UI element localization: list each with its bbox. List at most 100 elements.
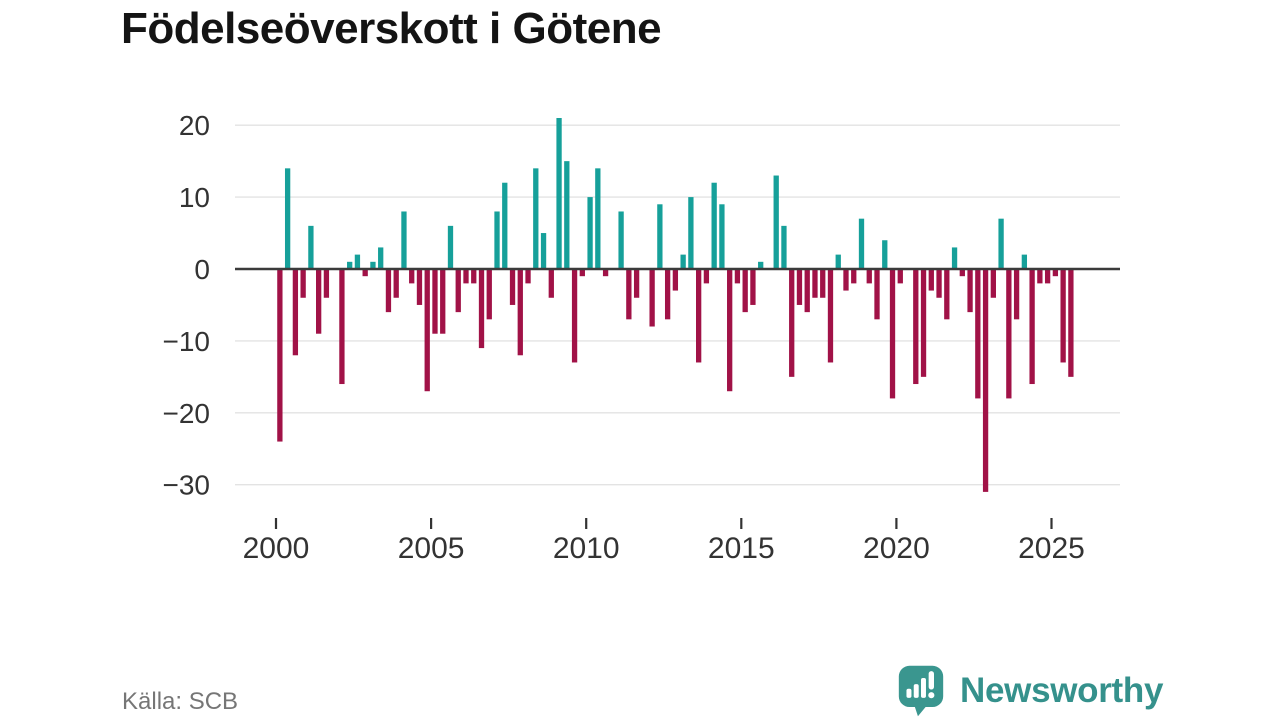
bar-negative	[579, 269, 585, 277]
bar-positive	[378, 247, 384, 269]
bar-negative	[416, 269, 423, 305]
bar-negative	[742, 269, 748, 313]
bar-negative	[393, 269, 399, 298]
bar-negative	[525, 269, 531, 284]
bar-negative	[920, 269, 927, 377]
bar-negative	[827, 269, 834, 363]
x-axis-label: 2015	[708, 532, 775, 565]
bar-negative	[851, 269, 857, 284]
bar-negative	[1006, 269, 1012, 399]
x-axis-label: 2005	[398, 532, 465, 565]
x-axis-label: 2000	[243, 532, 310, 565]
y-axis-label: −20	[163, 398, 211, 429]
bar-negative	[292, 269, 299, 356]
bar-positive	[284, 168, 291, 269]
bar-negative	[626, 269, 632, 320]
x-axis-label: 2020	[863, 532, 930, 565]
bar-positive	[882, 240, 888, 269]
bar-positive	[618, 211, 624, 269]
bar-negative	[750, 269, 756, 305]
bar-negative	[478, 269, 485, 349]
bar-negative	[734, 269, 741, 284]
bar-positive	[533, 168, 539, 269]
bar-negative	[633, 269, 640, 298]
bar-negative	[967, 269, 973, 313]
y-axis-label: −10	[163, 326, 211, 357]
bar-negative	[843, 269, 849, 291]
bar-negative	[424, 269, 430, 392]
bar-positive	[556, 118, 562, 269]
bar-negative	[277, 269, 283, 442]
bar-negative	[789, 269, 795, 377]
bar-negative	[548, 269, 554, 298]
bar-negative	[316, 269, 322, 334]
bar-negative	[1029, 269, 1035, 385]
bar-negative	[874, 269, 880, 320]
bar-positive	[951, 247, 958, 269]
bar-negative	[982, 269, 989, 492]
bar-negative	[362, 269, 368, 277]
bar-positive	[719, 204, 725, 269]
bar-positive	[835, 254, 841, 269]
bar-negative	[1060, 269, 1066, 363]
bar-positive	[401, 211, 407, 269]
bar-positive	[758, 261, 764, 269]
bar-negative	[571, 269, 578, 363]
bar-negative	[959, 269, 965, 277]
bar-negative	[517, 269, 523, 356]
bar-positive	[595, 168, 601, 269]
bar-positive	[688, 197, 694, 269]
bar-negative	[471, 269, 477, 284]
bar-negative	[975, 269, 981, 399]
bar-negative	[727, 269, 733, 392]
bar-positive	[540, 233, 547, 269]
bar-negative	[703, 269, 710, 284]
bar-negative	[990, 269, 996, 298]
bar-positive	[502, 182, 508, 269]
bar-negative	[1044, 269, 1051, 284]
bar-negative	[509, 269, 516, 305]
y-axis-label: 20	[179, 110, 210, 141]
bar-positive	[354, 254, 361, 269]
bar-negative	[1068, 269, 1074, 377]
bar-negative	[866, 269, 872, 284]
bar-positive	[587, 197, 593, 269]
bar-positive	[308, 225, 314, 269]
y-axis-label: 10	[179, 182, 210, 213]
bar-negative	[339, 269, 345, 385]
bar-negative	[486, 269, 492, 320]
bar-negative	[696, 269, 702, 363]
bar-negative	[796, 269, 803, 305]
bar-negative	[897, 269, 903, 284]
bar-negative	[936, 269, 942, 298]
x-axis-label: 2025	[1018, 532, 1085, 565]
bar-negative	[602, 269, 609, 277]
bar-negative	[664, 269, 671, 320]
bar-positive	[711, 182, 717, 269]
bar-positive	[1021, 254, 1028, 269]
bar-negative	[944, 269, 950, 320]
bar-negative	[1037, 269, 1043, 284]
bar-negative	[463, 269, 469, 284]
bar-positive	[781, 225, 787, 269]
bar-positive	[370, 261, 376, 269]
page-title: Födelseöverskott i Götene	[121, 4, 662, 53]
newsworthy-logo-text: Newsworthy	[960, 671, 1164, 710]
bar-negative	[913, 269, 919, 385]
bar-negative	[812, 269, 818, 298]
bar-negative	[409, 269, 415, 284]
bar-negative	[323, 269, 330, 298]
bar-positive	[680, 254, 686, 269]
bar-positive	[858, 218, 865, 269]
bar-positive	[998, 218, 1004, 269]
bar-positive	[564, 161, 570, 269]
bar-positive	[494, 211, 500, 269]
bar-negative	[455, 269, 461, 313]
y-axis-label: −30	[163, 470, 211, 501]
bar-negative	[1013, 269, 1020, 320]
bar-negative	[820, 269, 826, 298]
newsworthy-logo: Newsworthy	[898, 662, 1168, 720]
y-axis-label: 0	[194, 254, 210, 285]
bar-negative	[649, 269, 655, 327]
